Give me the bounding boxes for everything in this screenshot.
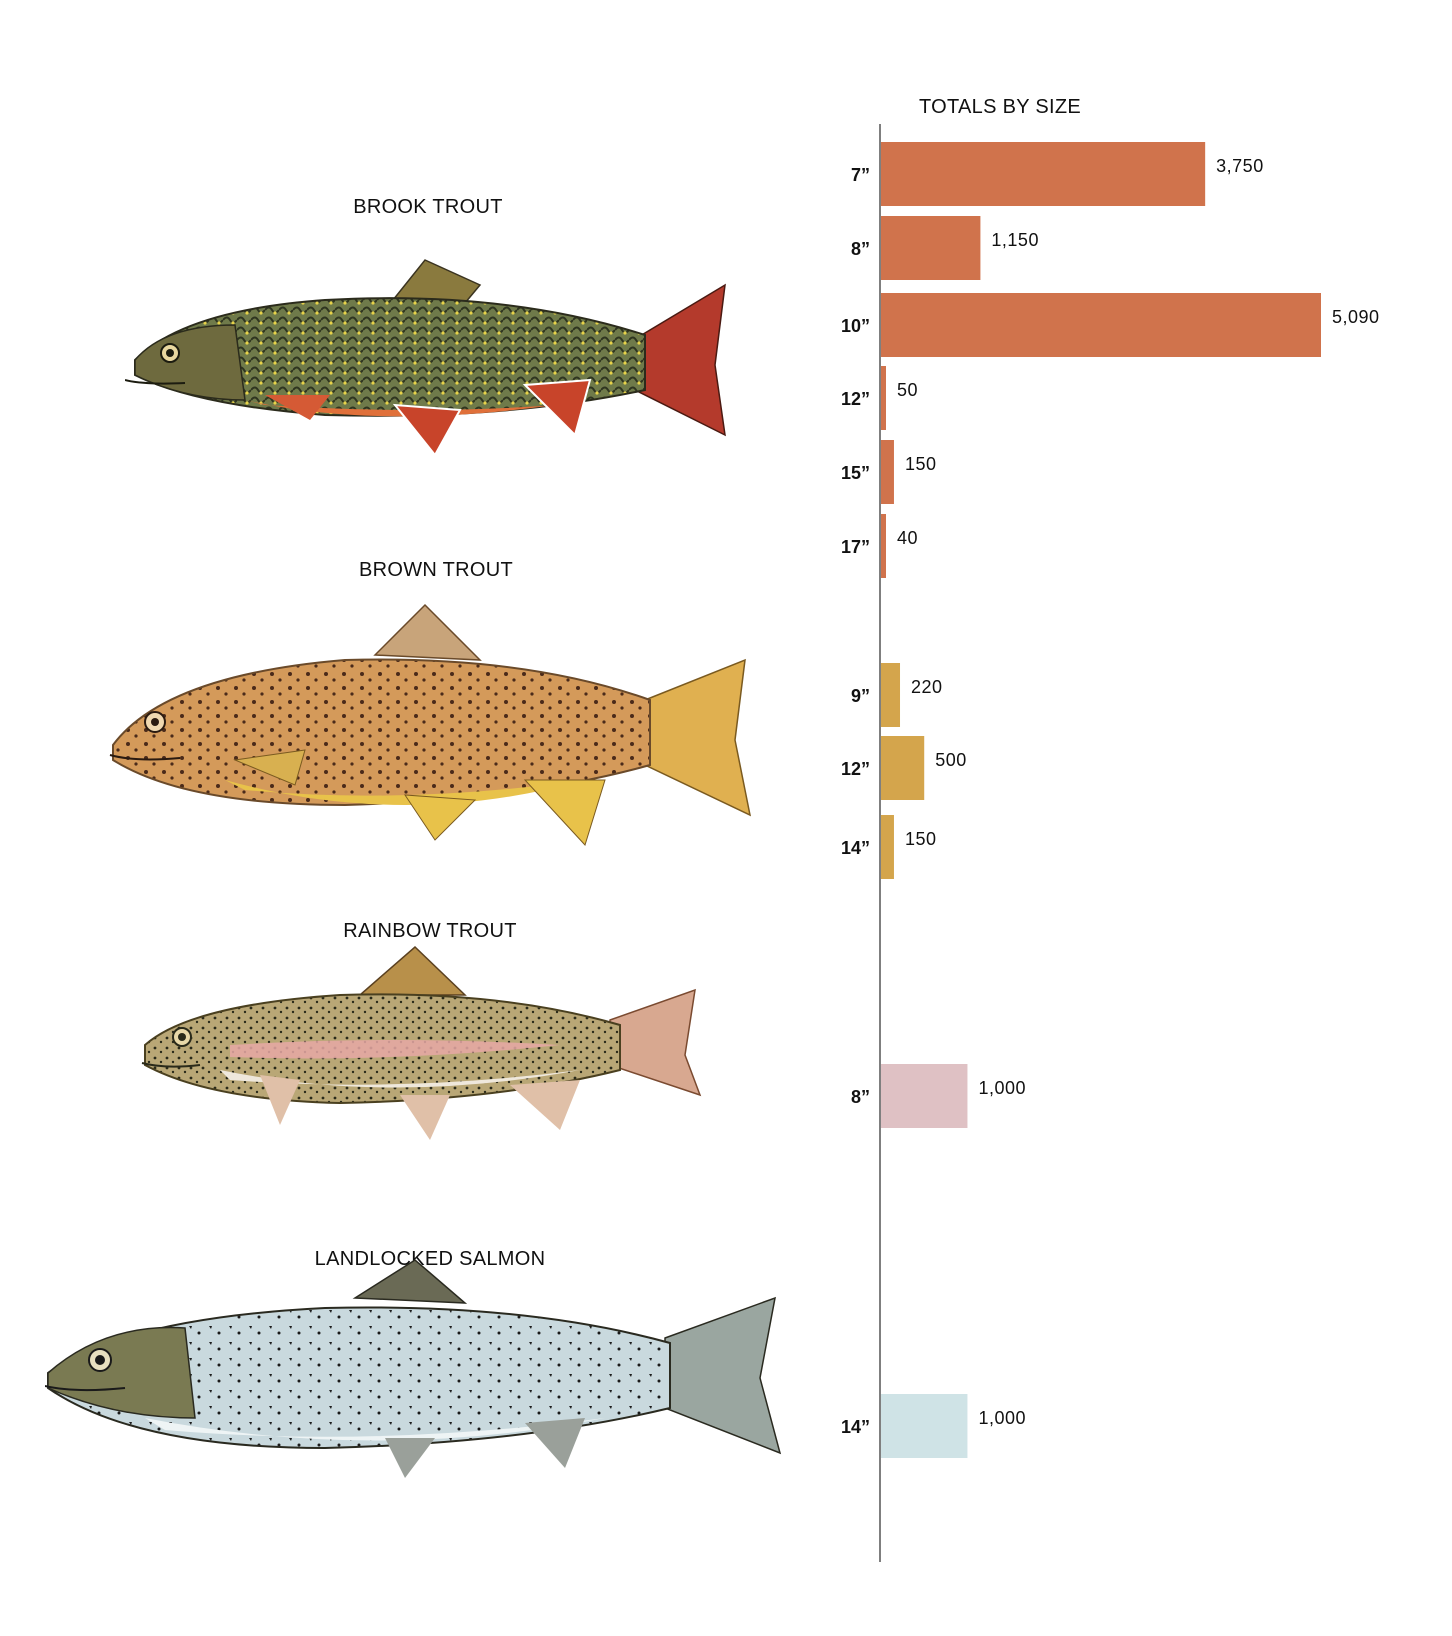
- size-label: 12”: [841, 759, 870, 779]
- size-label: 12”: [841, 389, 870, 409]
- bar-landlocked-salmon-0: [881, 1394, 968, 1458]
- species-label-brown-trout: BROWN TROUT: [358, 559, 514, 581]
- bar-brook-trout-1: [881, 216, 981, 280]
- species-label-rainbow-trout: RAINBOW TROUT: [343, 920, 517, 942]
- bar-brook-trout-5: [881, 514, 886, 578]
- size-label: 7”: [851, 165, 870, 185]
- rainbow-trout-illustration: [141, 945, 702, 1140]
- value-label: 5,090: [1332, 307, 1380, 327]
- value-label: 1,000: [978, 1078, 1026, 1098]
- species-label-brook-trout: BROOK TROUT: [353, 196, 503, 218]
- bar-brook-trout-4: [881, 440, 894, 504]
- landlocked-salmon-illustration: [45, 1259, 782, 1478]
- species-label-landlocked-salmon: LANDLOCKED SALMON: [314, 1248, 546, 1270]
- bar-brook-trout-3: [881, 366, 886, 430]
- size-label: 14”: [841, 838, 870, 858]
- size-label: 10”: [841, 316, 870, 336]
- bar-brown-trout-1: [881, 736, 925, 800]
- value-label: 3,750: [1216, 156, 1264, 176]
- brook-trout-illustration: [125, 259, 726, 457]
- bar-brown-trout-2: [881, 815, 894, 879]
- value-label: 1,150: [991, 230, 1039, 250]
- size-label: 8”: [851, 1087, 870, 1107]
- value-label: 50: [897, 380, 918, 400]
- chart-title: TOTALS BY SIZE: [918, 96, 1082, 118]
- size-label: 17”: [841, 537, 870, 557]
- size-label: 9”: [851, 686, 870, 706]
- value-label: 150: [905, 454, 937, 474]
- bar-brook-trout-2: [881, 293, 1321, 357]
- value-label: 1,000: [978, 1408, 1026, 1428]
- bar-rainbow-trout-0: [881, 1064, 968, 1128]
- bar-brook-trout-0: [881, 142, 1206, 206]
- value-label: 150: [905, 829, 937, 849]
- bar-brown-trout-0: [881, 663, 901, 727]
- size-label: 15”: [841, 463, 870, 483]
- value-label: 220: [911, 677, 943, 697]
- value-label: 40: [897, 528, 918, 548]
- size-label: 8”: [851, 239, 870, 259]
- value-label: 500: [935, 750, 967, 770]
- size-label: 14”: [841, 1417, 870, 1437]
- brown-trout-illustration: [109, 603, 752, 846]
